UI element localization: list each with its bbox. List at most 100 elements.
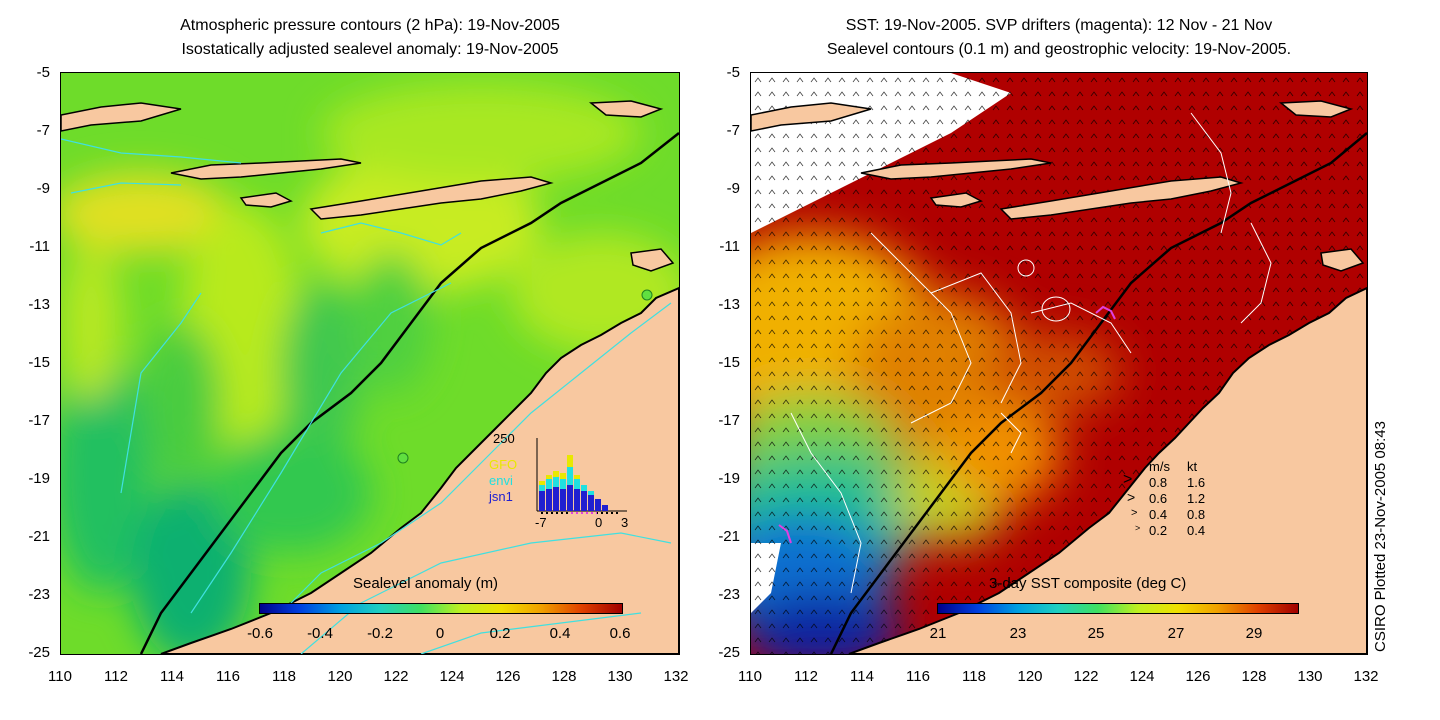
sst-map: m/s kt > 0.8 1.6 > 0.6 1.2 > 0.4 0.8 > 0…: [750, 72, 1368, 655]
island-melville: [630, 248, 675, 272]
sealevel-tick-5: 0.4: [549, 625, 571, 642]
pressure-contour-4: [190, 282, 452, 614]
right-xtick-10: 128: [1241, 668, 1267, 685]
left-title-line1: Atmospheric pressure contours (2 hPa): 1…: [180, 17, 560, 34]
left-xtick-11: 130: [607, 668, 633, 685]
right-ytick-7: -17: [718, 412, 740, 429]
left-xtick-6: 120: [327, 668, 353, 685]
right-xtick-6: 120: [1017, 668, 1043, 685]
sealevel-contour-eddy: [1041, 296, 1071, 322]
sumba-island: [239, 192, 293, 208]
pressure-contour-7: [420, 612, 642, 654]
velocity-legend-arrow-3: >: [1131, 507, 1138, 519]
right-xtick-1: 110: [738, 668, 762, 685]
sst-tick-3: 27: [1167, 625, 1185, 642]
sst-tick-0: 21: [929, 625, 947, 642]
pressure-contour-1: [61, 138, 242, 164]
right-ytick-11: -25: [718, 644, 740, 661]
right-ytick-1: -5: [726, 64, 740, 81]
sst-field: [751, 73, 1367, 654]
left-xtick-9: 126: [495, 668, 521, 685]
histogram-ymax-label: 250: [493, 431, 515, 446]
legend-gfo: GFO: [489, 457, 518, 472]
sealevel-anomaly-field: [61, 73, 679, 654]
left-ytick-3: -9: [36, 180, 50, 197]
left-ytick-11: -25: [28, 644, 50, 661]
velocity-legend-ms-1: 0.8: [1149, 475, 1168, 490]
sealevel-anomaly-map: 250 -7 0 3 GFO envi jsn1 Sealevel anomal…: [60, 72, 680, 655]
left-xtick-2: 112: [104, 668, 128, 685]
right-ytick-5: -13: [718, 296, 740, 313]
right-xtick-9: 126: [1185, 668, 1211, 685]
sealevel-tick-1: -0.4: [307, 625, 333, 642]
australia-landmass-sst: [848, 286, 1367, 654]
velocity-legend-ms-4: 0.2: [1149, 523, 1168, 538]
right-ytick-6: -15: [718, 354, 740, 371]
left-xtick-12: 132: [663, 668, 689, 685]
sst-tick-1: 23: [1009, 625, 1027, 642]
right-ytick-4: -11: [719, 238, 740, 255]
sealevel-contour-2: [930, 272, 1022, 404]
left-xtick-1: 110: [48, 668, 72, 685]
island-top-right: [588, 100, 664, 118]
right-xtick-4: 116: [906, 668, 930, 685]
station-marker-1: [397, 452, 409, 464]
sealevel-colorbar-label: Sealevel anomaly (m): [353, 575, 499, 592]
sealevel-contour-6: [1240, 222, 1272, 324]
altimeter-histogram: [536, 438, 627, 514]
shelf-contour-sst: [829, 132, 1367, 654]
timor-island-sst: [999, 176, 1244, 220]
pressure-contour-2: [70, 182, 182, 194]
velocity-legend-arrow-2: >: [1127, 489, 1136, 505]
sealevel-contour-1: [870, 232, 972, 424]
velocity-legend-kt-3: 0.8: [1187, 507, 1206, 522]
right-title-line1: SST: 19-Nov-2005. SVP drifters (magenta)…: [845, 17, 1273, 34]
australia-landmass: [160, 286, 679, 654]
island-melville-sst: [1320, 248, 1365, 272]
java-strip: [61, 102, 182, 132]
right-xtick-12: 132: [1353, 668, 1379, 685]
flores-islands-sst: [860, 158, 1052, 180]
flores-islands: [170, 158, 362, 180]
velocity-legend-header-kt: kt: [1187, 459, 1198, 474]
pressure-contour-8: [320, 222, 462, 246]
sealevel-contour-7: [1000, 412, 1022, 454]
sealevel-tick-3: 0: [435, 625, 445, 642]
left-ytick-5: -13: [28, 296, 50, 313]
sst-colorbar: [937, 603, 1299, 614]
plot-credit: CSIRO Plotted 23-Nov-2005 08:43: [1372, 421, 1389, 652]
velocity-legend-kt-1: 1.6: [1187, 475, 1206, 490]
left-xtick-4: 116: [216, 668, 240, 685]
left-ytick-4: -11: [29, 238, 50, 255]
java-strip-sst: [751, 102, 872, 132]
histogram-bars: [539, 455, 608, 511]
left-xtick-10: 128: [551, 668, 577, 685]
right-ytick-9: -21: [718, 528, 740, 545]
left-ytick-7: -17: [28, 412, 50, 429]
left-xtick-3: 114: [160, 668, 184, 685]
velocity-legend-header-ms: m/s: [1149, 459, 1170, 474]
right-title-line2: Sealevel contours (0.1 m) and geostrophi…: [826, 41, 1292, 58]
right-ytick-10: -23: [718, 586, 740, 603]
shelf-contour-black: [139, 132, 679, 654]
pressure-contour-5: [280, 302, 672, 614]
station-marker-2: [641, 289, 653, 301]
right-ytick-2: -7: [726, 122, 740, 139]
left-ytick-6: -15: [28, 354, 50, 371]
sealevel-tick-6: 0.6: [609, 625, 631, 642]
sealevel-contour-eddy-2: [1017, 259, 1035, 277]
left-xtick-8: 124: [439, 668, 465, 685]
velocity-legend-arrow-4: >: [1135, 523, 1141, 533]
sealevel-contour-3: [1030, 302, 1132, 354]
right-xtick-8: 124: [1129, 668, 1155, 685]
left-ytick-2: -7: [36, 122, 50, 139]
histogram-xtick-left: -7: [535, 515, 547, 530]
histogram-xtick-mid: 0: [595, 515, 603, 530]
sst-tick-2: 25: [1087, 625, 1105, 642]
legend-envi: envi: [489, 473, 513, 488]
left-title-line2: Isostatically adjusted sealevel anomaly:…: [181, 41, 559, 58]
sealevel-tick-4: 0.2: [489, 625, 511, 642]
sealevel-tick-2: -0.2: [367, 625, 393, 642]
right-xtick-5: 118: [962, 668, 986, 685]
legend-jsn1: jsn1: [489, 489, 513, 504]
